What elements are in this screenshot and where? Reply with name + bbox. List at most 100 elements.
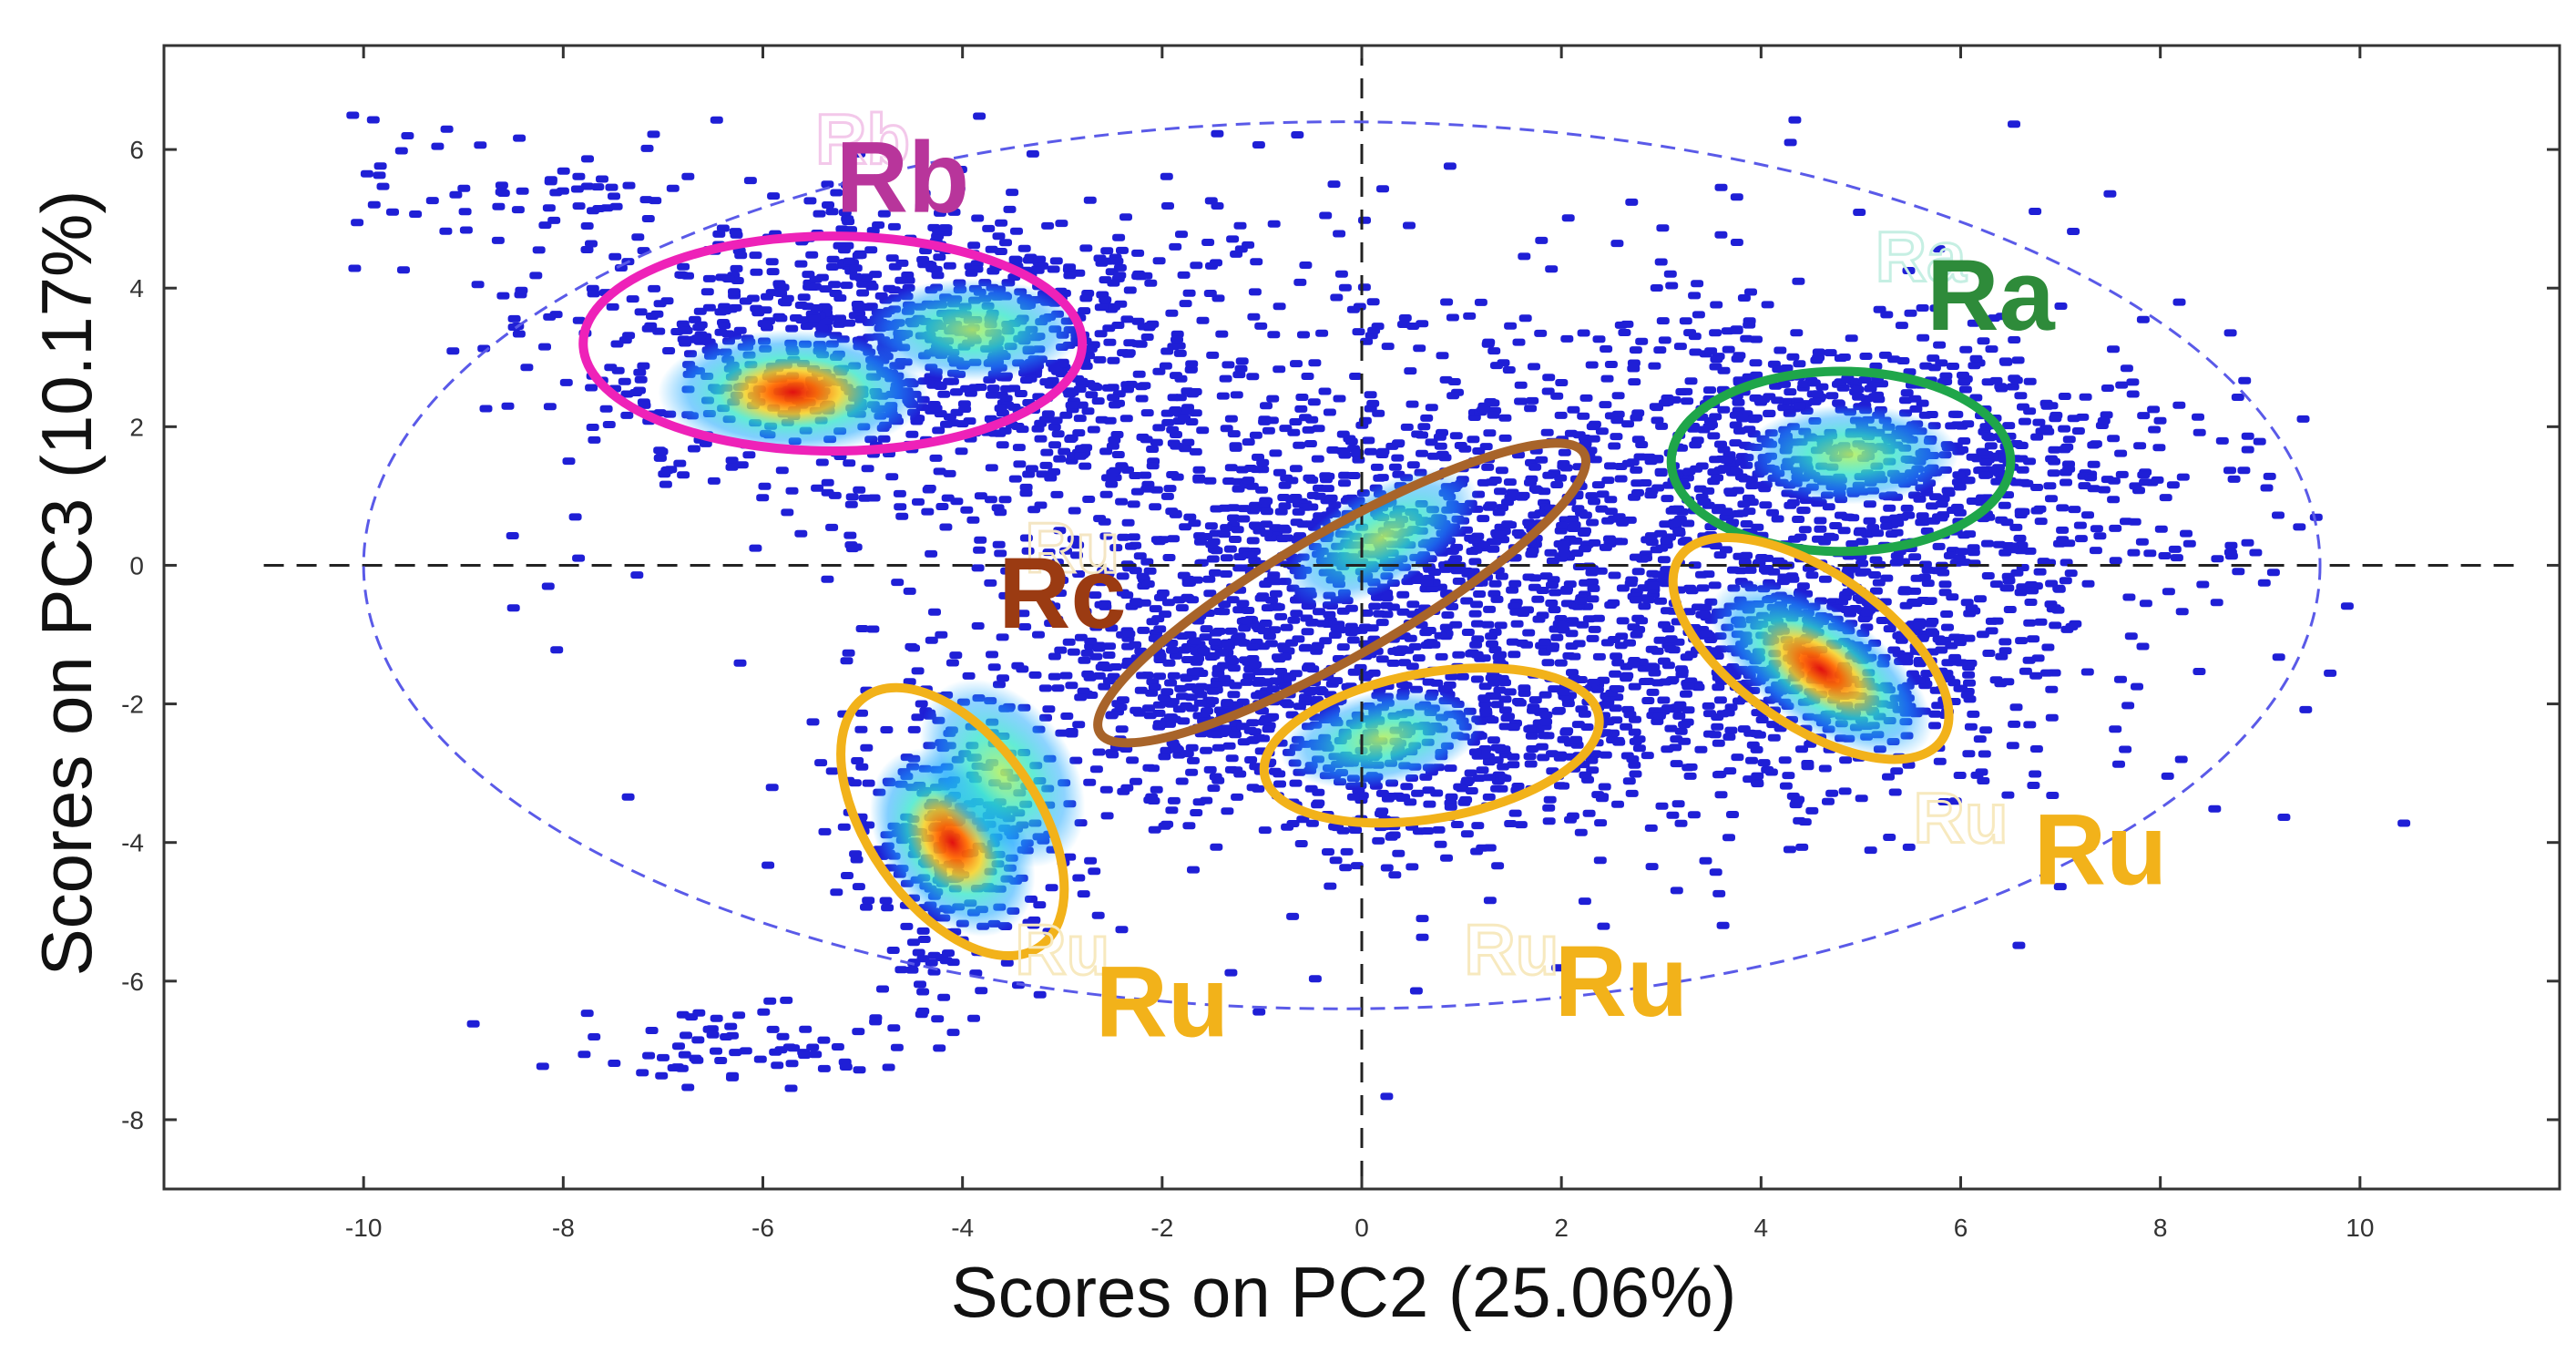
score-point — [1250, 258, 1263, 266]
score-point — [1565, 642, 1579, 651]
score-point — [1845, 334, 1858, 343]
score-point — [1277, 524, 1291, 532]
score-point — [1855, 538, 1869, 546]
score-point — [939, 523, 953, 531]
score-point — [839, 1063, 853, 1071]
score-point — [815, 324, 829, 332]
score-point — [1495, 572, 1508, 580]
score-point — [1760, 567, 1774, 575]
score-point — [890, 1043, 904, 1051]
score-point — [1289, 779, 1303, 787]
score-point — [1346, 793, 1360, 801]
score-point — [862, 303, 874, 312]
score-point — [1672, 712, 1686, 720]
score-point — [1157, 693, 1170, 702]
score-point — [1588, 497, 1600, 506]
score-point — [885, 473, 899, 481]
score-point — [1526, 396, 1539, 405]
score-point — [860, 903, 873, 911]
score-point — [1732, 398, 1745, 406]
score-point — [1963, 679, 1976, 687]
score-point — [543, 403, 557, 411]
score-point — [1579, 511, 1592, 519]
score-point — [1080, 649, 1094, 657]
score-point — [1404, 798, 1417, 806]
score-point — [1962, 750, 1976, 758]
score-point — [2180, 529, 2193, 538]
score-point — [1216, 392, 1230, 400]
score-point — [1170, 330, 1184, 338]
score-point — [1153, 625, 1167, 633]
score-point — [1244, 756, 1258, 764]
score-point — [1539, 718, 1553, 726]
score-point — [1753, 395, 1767, 404]
score-point — [1079, 294, 1093, 302]
score-point — [1462, 776, 1475, 784]
score-point — [1183, 630, 1197, 639]
score-point — [915, 201, 928, 210]
score-point — [1439, 623, 1453, 631]
score-point — [1950, 421, 1964, 429]
score-point — [1089, 623, 1103, 631]
score-point — [1168, 715, 1181, 723]
score-point — [931, 1015, 945, 1023]
score-point — [1072, 429, 1086, 437]
score-point — [1276, 535, 1290, 543]
score-point — [1812, 535, 1825, 543]
score-point — [815, 458, 829, 466]
score-point — [998, 591, 1012, 600]
score-point — [1380, 864, 1394, 872]
score-point — [1184, 693, 1198, 702]
score-point — [1615, 538, 1629, 546]
score-point — [678, 1051, 691, 1059]
score-point — [2260, 484, 2274, 492]
score-point — [1470, 675, 1484, 683]
score-point — [885, 254, 899, 262]
score-point — [1755, 716, 1769, 723]
score-point — [1287, 616, 1301, 624]
score-point — [496, 292, 510, 300]
score-point — [1609, 704, 1622, 712]
score-point — [1838, 787, 1852, 795]
score-point — [1863, 517, 1876, 525]
score-point — [2001, 791, 2015, 799]
score-point — [1965, 604, 1978, 612]
score-point — [2174, 755, 2188, 764]
score-point — [1406, 662, 1419, 671]
score-point — [1324, 882, 1337, 890]
score-point — [1738, 475, 1752, 483]
score-point — [1115, 497, 1129, 506]
score-point — [771, 1061, 784, 1070]
score-point — [1683, 329, 1697, 337]
score-point — [1434, 442, 1447, 450]
score-point — [1750, 745, 1763, 753]
score-point — [1977, 337, 1990, 345]
score-point — [1664, 645, 1678, 653]
score-point — [1689, 441, 1702, 449]
score-point — [1166, 425, 1180, 434]
score-point — [733, 326, 747, 334]
score-point — [1022, 470, 1036, 478]
score-point — [1999, 358, 2013, 366]
score-point — [1421, 827, 1435, 835]
score-point — [1346, 636, 1360, 644]
score-point — [1737, 725, 1751, 733]
score-point — [633, 386, 646, 395]
score-point — [1274, 507, 1288, 516]
score-point — [1266, 395, 1280, 403]
score-point — [1136, 572, 1150, 580]
score-point — [1203, 477, 1217, 485]
score-point — [1268, 626, 1282, 634]
score-point — [1361, 671, 1375, 679]
score-point — [1520, 641, 1533, 649]
score-point — [1814, 517, 1827, 525]
score-point — [1528, 511, 1541, 519]
score-point — [803, 197, 817, 205]
score-point — [1440, 298, 1454, 306]
score-point — [645, 1027, 659, 1034]
score-point — [911, 667, 925, 675]
score-point — [1663, 270, 1677, 278]
score-point — [506, 604, 520, 612]
score-point — [818, 318, 832, 325]
score-point — [710, 116, 723, 124]
